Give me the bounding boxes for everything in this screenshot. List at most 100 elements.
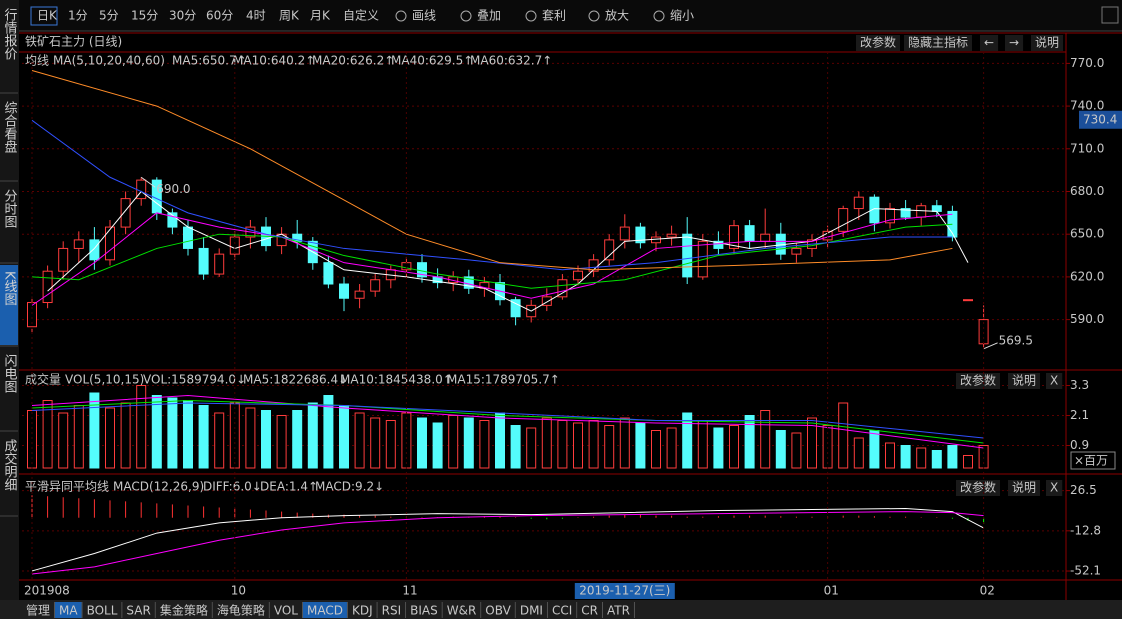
- indicator-tab[interactable]: 管理: [26, 603, 50, 618]
- indicator-tab[interactable]: KDJ: [352, 604, 373, 618]
- indicator-line: [31, 223, 953, 289]
- tab-bg: [347, 602, 377, 618]
- sidebar-tab[interactable]: 闪电图: [2, 354, 17, 393]
- panel-button-bg: [856, 35, 901, 51]
- tab-bg: [442, 602, 481, 618]
- volume-bar: [292, 410, 303, 469]
- low-pointer: [983, 342, 998, 350]
- chart-title: 铁矿石主力 (日线): [25, 35, 122, 49]
- period-button[interactable]: 15分: [131, 9, 158, 23]
- indicator-tab[interactable]: MA: [59, 604, 78, 618]
- volume-bar: [729, 425, 739, 469]
- panel-button[interactable]: 说明: [1012, 373, 1036, 388]
- indicator-tab[interactable]: SAR: [126, 604, 150, 618]
- candle-body: [42, 270, 53, 304]
- volume-bar: [27, 410, 37, 469]
- indicator-line: [47, 190, 969, 312]
- y-tick-label: 710.0: [1070, 141, 1104, 155]
- panel-button[interactable]: ←: [984, 36, 994, 50]
- candle-body: [838, 208, 849, 232]
- panel-button[interactable]: X: [1050, 374, 1058, 388]
- tool-button[interactable]: 套利: [542, 9, 566, 23]
- x-tick-label: 01: [824, 584, 839, 598]
- sidebar-tab[interactable]: 分时图: [2, 189, 18, 228]
- indicator-tab[interactable]: 集金策略: [160, 603, 208, 618]
- legend-entry: MACD:9.2↓: [315, 480, 384, 494]
- indicator-tab[interactable]: OBV: [485, 604, 511, 618]
- tool-button[interactable]: 缩小: [670, 8, 694, 23]
- period-button[interactable]: 4时: [246, 9, 266, 23]
- candle-body: [354, 290, 365, 299]
- panel-button-bg: [1046, 373, 1063, 389]
- period-button[interactable]: 30分: [169, 9, 196, 23]
- tool-button[interactable]: 叠加: [477, 9, 501, 23]
- indicator-tab[interactable]: BIAS: [410, 604, 438, 618]
- legend-entry: MA20:626.2↑: [312, 54, 394, 68]
- panel-button[interactable]: →: [1009, 36, 1019, 50]
- volume-bar: [198, 405, 209, 469]
- panel-button[interactable]: 说明: [1035, 35, 1059, 50]
- period-button[interactable]: 周K: [279, 9, 300, 23]
- volume-bar: [885, 442, 895, 469]
- sidebar-tab[interactable]: K线图: [2, 271, 18, 306]
- tab-bg: [82, 602, 122, 618]
- indicator-tab[interactable]: CR: [581, 604, 598, 618]
- period-button[interactable]: 1分: [68, 9, 88, 23]
- indicator-tab[interactable]: RSI: [382, 604, 402, 618]
- volume-bar: [588, 420, 599, 469]
- panel-button-bg: [1005, 35, 1024, 51]
- legend-entry: MA15:1789705.7↑: [447, 373, 560, 387]
- candle-body: [73, 239, 84, 249]
- low-label: 569.5: [999, 333, 1033, 347]
- period-button[interactable]: 日K: [37, 9, 58, 23]
- sidebar-tab[interactable]: 成交明细: [2, 439, 18, 491]
- panel-button[interactable]: 说明: [1012, 480, 1036, 495]
- indicator-params: MA(5,10,20,40,60): [53, 54, 165, 68]
- period-button[interactable]: 自定义: [343, 8, 379, 23]
- tab-bg: [481, 602, 515, 618]
- indicator-tab[interactable]: VOL: [274, 604, 298, 618]
- indicator-tab[interactable]: MACD: [307, 604, 343, 618]
- candle-body: [869, 196, 880, 224]
- tool-button[interactable]: 画线: [412, 9, 436, 23]
- candle-body: [229, 236, 240, 255]
- x-tick-label: 10: [231, 584, 246, 598]
- volume-bar: [807, 417, 817, 469]
- candle-body: [885, 208, 895, 224]
- tab-bg: [22, 602, 55, 618]
- period-button[interactable]: 5分: [99, 9, 119, 23]
- tool-icon: [395, 10, 407, 22]
- candle-body: [635, 226, 646, 244]
- indicator-tab[interactable]: CCI: [552, 604, 572, 618]
- candle-body: [713, 240, 724, 249]
- period-button[interactable]: 月K: [310, 9, 331, 23]
- panel-button[interactable]: 隐藏主指标: [908, 35, 968, 50]
- indicator-tab[interactable]: DMI: [520, 604, 543, 618]
- sidebar-tab[interactable]: 行情报价: [2, 8, 18, 60]
- volume-bar: [339, 405, 349, 469]
- indicator-tab[interactable]: W&R: [447, 604, 477, 618]
- panel-button[interactable]: 改参数: [960, 480, 996, 495]
- volume-bar: [947, 445, 958, 469]
- volume-bar: [120, 402, 131, 469]
- volume-bar: [479, 420, 490, 469]
- sidebar-tab[interactable]: 综合看盘: [2, 101, 18, 153]
- candle-body: [323, 262, 334, 285]
- volume-bar: [417, 417, 427, 469]
- panel-button[interactable]: 改参数: [860, 35, 896, 50]
- indicator-tab[interactable]: BOLL: [87, 604, 118, 618]
- cursor-date: 2019-11-27(三): [579, 584, 670, 598]
- high-pointer: [140, 176, 156, 188]
- candle-body: [541, 296, 552, 306]
- period-button[interactable]: 60分: [206, 9, 233, 23]
- volume-bar: [463, 417, 474, 469]
- volume-bar: [370, 417, 381, 469]
- collapse-button[interactable]: [1101, 6, 1119, 24]
- indicator-tab[interactable]: ATR: [607, 604, 630, 618]
- y-tick-label: 740.0: [1070, 99, 1104, 113]
- panel-button[interactable]: X: [1050, 481, 1058, 495]
- indicator-tab[interactable]: 海龟策略: [217, 603, 265, 618]
- tool-button[interactable]: 放大: [605, 8, 629, 23]
- candle-body: [666, 233, 677, 238]
- panel-button[interactable]: 改参数: [960, 373, 996, 388]
